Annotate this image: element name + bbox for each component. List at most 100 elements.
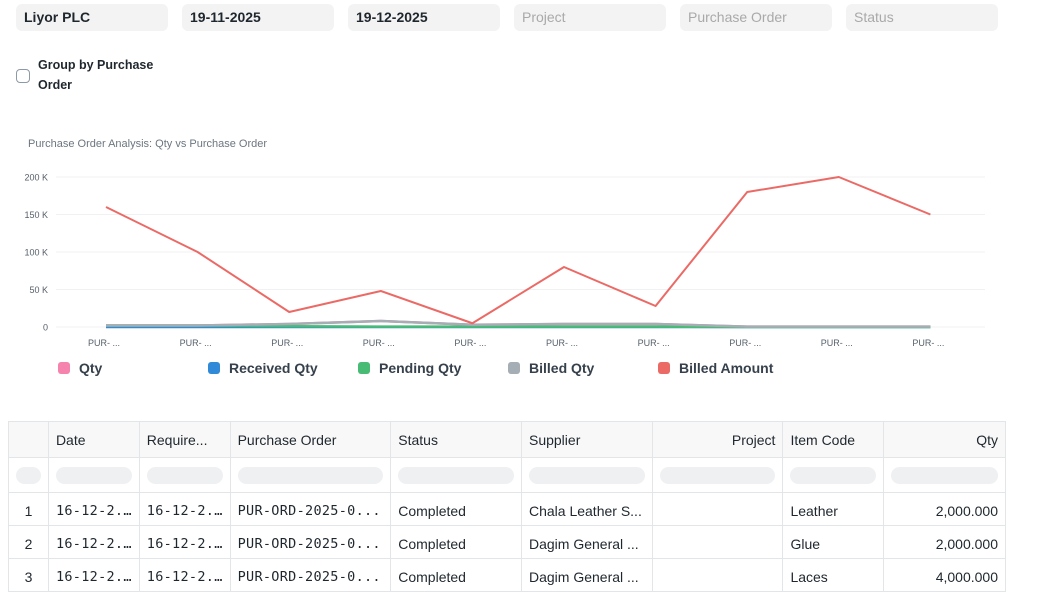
column-filter-input[interactable] <box>231 458 392 492</box>
column-header-supplier[interactable]: Supplier <box>522 422 653 457</box>
legend-item-billed-qty[interactable]: Billed Qty <box>508 360 658 376</box>
table-cell: Glue <box>783 526 885 558</box>
table-cell: Laces <box>783 559 885 591</box>
filter-pill <box>16 466 41 484</box>
to-date-filter[interactable]: 19-12-2025 <box>348 4 500 31</box>
legend-label: Qty <box>79 360 103 376</box>
row-index: 1 <box>9 493 49 525</box>
column-filter-input[interactable] <box>653 458 784 492</box>
company-filter[interactable]: Liyor PLC <box>16 4 168 31</box>
column-filter-input[interactable] <box>391 458 522 492</box>
filter-pill <box>146 466 223 484</box>
legend-swatch <box>658 362 670 374</box>
x-tick-label: PUR- ... <box>638 338 670 348</box>
group-by-checkbox[interactable] <box>16 69 30 83</box>
table-filter-row <box>9 458 1005 493</box>
table-cell: 2,000.000 <box>935 503 998 519</box>
y-tick-label: 150 K <box>24 210 48 220</box>
report-table: Date Require... Purchase Order Status Suppli… <box>8 421 1006 592</box>
status-filter[interactable]: Status <box>846 4 998 31</box>
x-tick-label: PUR- ... <box>912 338 944 348</box>
column-header-project[interactable]: Project <box>653 422 784 457</box>
column-filter-input[interactable] <box>884 458 1005 492</box>
x-tick-label: PUR- ... <box>546 338 578 348</box>
table-row[interactable]: 1 16-12-2... 16-12-2... PUR-ORD-2025-0... Co… <box>9 493 1005 526</box>
x-tick-label: PUR- ... <box>180 338 212 348</box>
x-tick-label: PUR- ... <box>363 338 395 348</box>
x-tick-label: PUR- ... <box>821 338 853 348</box>
chart-legend: Qty Received Qty Pending Qty Billed Qty Bill… <box>58 360 808 376</box>
legend-item-pending-qty[interactable]: Pending Qty <box>358 360 508 376</box>
filter-pill <box>398 466 514 484</box>
y-tick-label: 100 K <box>24 248 48 258</box>
legend-swatch <box>208 362 220 374</box>
table-cell: PUR-ORD-2025-0... <box>231 493 392 525</box>
y-tick-label: 0 <box>43 323 48 333</box>
row-index: 3 <box>9 559 49 591</box>
series-line-billed-qty <box>106 319 931 328</box>
table-row[interactable]: 3 16-12-2... 16-12-2... PUR-ORD-2025-0... Co… <box>9 559 1005 592</box>
x-tick-label: PUR- ... <box>729 338 761 348</box>
series-line-billed-amount <box>105 176 931 325</box>
table-cell: 16-12-2... <box>140 559 231 591</box>
row-index: 2 <box>9 526 49 558</box>
row-index-filter <box>9 458 49 492</box>
column-header-item-code[interactable]: Item Code <box>783 422 885 457</box>
table-cell: 4,000.000 <box>935 569 998 585</box>
filter-pill <box>237 466 384 484</box>
column-filter-input[interactable] <box>49 458 140 492</box>
filter-pill <box>790 466 877 484</box>
column-filter-input[interactable] <box>140 458 231 492</box>
table-row[interactable]: 2 16-12-2... 16-12-2... PUR-ORD-2025-0... Co… <box>9 526 1005 559</box>
table-cell <box>653 493 784 525</box>
filter-pill <box>891 466 998 484</box>
table-cell: Completed <box>391 526 522 558</box>
x-tick-label: PUR- ... <box>454 338 486 348</box>
table-cell: Leather <box>783 493 885 525</box>
legend-swatch <box>58 362 70 374</box>
table-cell: 2,000.000 <box>935 536 998 552</box>
line-chart: 0 50 K 100 K 150 K 200 K PUR- ... PUR- ... PUR-… <box>24 173 985 348</box>
table-cell: 16-12-2... <box>49 526 140 558</box>
filter-pill <box>659 466 776 484</box>
filter-pill <box>55 466 132 484</box>
y-tick-label: 50 K <box>29 285 48 295</box>
table-cell: Completed <box>391 559 522 591</box>
project-filter[interactable]: Project <box>514 4 666 31</box>
table-cell: 16-12-2... <box>49 559 140 591</box>
legend-item-qty[interactable]: Qty <box>58 360 208 376</box>
table-cell: Chala Leather S... <box>522 493 653 525</box>
column-header-qty[interactable]: Qty <box>976 432 998 448</box>
table-header-row: Date Require... Purchase Order Status Suppli… <box>9 422 1005 458</box>
table-cell: PUR-ORD-2025-0... <box>231 559 392 591</box>
filter-pill <box>528 466 645 484</box>
legend-label: Billed Amount <box>679 360 774 376</box>
legend-item-received-qty[interactable]: Received Qty <box>208 360 358 376</box>
table-cell: Dagim General ... <box>522 526 653 558</box>
table-body: 1 16-12-2... 16-12-2... PUR-ORD-2025-0... Co… <box>9 493 1005 592</box>
from-date-filter[interactable]: 19-11-2025 <box>182 4 334 31</box>
filter-bar: Liyor PLC 19-11-2025 19-12-2025 Project … <box>16 4 998 31</box>
purchase-order-filter[interactable]: Purchase Order <box>680 4 832 31</box>
table-cell <box>653 526 784 558</box>
column-header-require[interactable]: Require... <box>140 422 231 457</box>
legend-swatch <box>358 362 370 374</box>
column-header-purchase-order[interactable]: Purchase Order <box>231 422 392 457</box>
legend-label: Billed Qty <box>529 360 595 376</box>
column-filter-input[interactable] <box>783 458 885 492</box>
legend-item-billed-amount[interactable]: Billed Amount <box>658 360 808 376</box>
legend-label: Pending Qty <box>379 360 462 376</box>
table-cell: 16-12-2... <box>49 493 140 525</box>
column-filter-input[interactable] <box>522 458 653 492</box>
group-by-label: Group by Purchase Order <box>38 58 154 92</box>
table-cell: Completed <box>391 493 522 525</box>
legend-label: Received Qty <box>229 360 318 376</box>
table-cell: Dagim General ... <box>522 559 653 591</box>
table-cell: 16-12-2... <box>140 493 231 525</box>
chart-title: Purchase Order Analysis: Qty vs Purchase… <box>28 138 268 150</box>
column-header-date[interactable]: Date <box>49 422 140 457</box>
x-tick-label: PUR- ... <box>271 338 303 348</box>
table-cell: 16-12-2... <box>140 526 231 558</box>
group-by-option: Group by Purchase Order <box>16 55 168 95</box>
column-header-status[interactable]: Status <box>391 422 522 457</box>
